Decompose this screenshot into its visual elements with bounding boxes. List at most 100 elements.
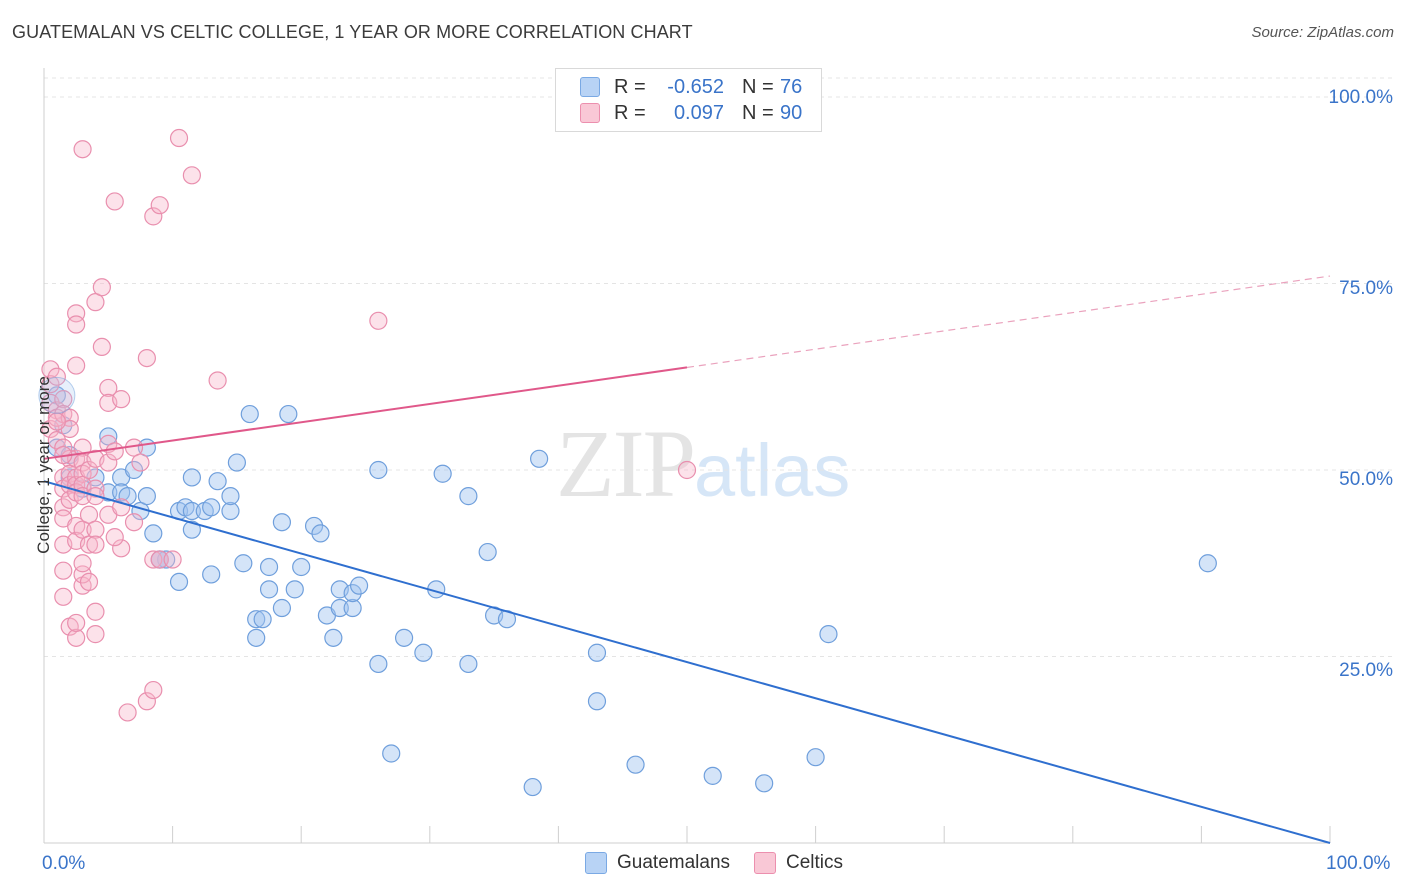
- guatemalan-point: [247, 610, 266, 629]
- celtic-trend-line: [43, 366, 688, 460]
- guatemalan-point: [240, 404, 259, 424]
- guatemalan-point: [182, 501, 201, 521]
- celtic-trend-line-extension: [686, 275, 1331, 369]
- guatemalan-point: [626, 755, 645, 774]
- guatemalan-point: [272, 598, 292, 618]
- celtic-point: [67, 628, 86, 647]
- guatemalan-point: [304, 516, 324, 536]
- x-min-label: 0.0%: [42, 853, 86, 874]
- guatemalan-point: [182, 468, 201, 487]
- series-legend: Guatemalans Celtics: [585, 852, 867, 874]
- guatemalan-point: [221, 487, 240, 506]
- celtic-point: [92, 278, 111, 297]
- celtic-point: [79, 572, 99, 592]
- series-label-celtics: Celtics: [786, 852, 844, 873]
- celtic-point: [67, 613, 86, 633]
- celtic-point: [208, 371, 227, 390]
- x-max-label: 100.0%: [1326, 853, 1391, 874]
- source-credit: Source: ZipAtlas.com: [1251, 24, 1394, 41]
- y-tick-label-75: 75.0%: [1339, 278, 1393, 299]
- celtic-point: [369, 311, 388, 330]
- y-tick-label-50: 50.0%: [1339, 469, 1393, 490]
- guatemalan-point: [324, 628, 343, 647]
- guatemalan-point: [819, 625, 838, 644]
- celtic-point: [137, 692, 156, 711]
- guatemalan-point: [311, 524, 330, 543]
- guatemalan-point: [253, 610, 272, 629]
- guatemalan-point: [755, 774, 774, 793]
- guatemalan-point: [587, 643, 607, 662]
- celtic-point: [92, 337, 111, 357]
- celtic-point: [41, 375, 60, 394]
- guatemalan-point: [285, 580, 304, 599]
- legend-swatch-celtics: [580, 103, 600, 123]
- watermark-zip: ZIP: [556, 410, 696, 517]
- series-legend-celtics[interactable]: Celtics: [754, 852, 843, 874]
- celtic-point: [99, 378, 118, 398]
- series-swatch-guatemalans: [585, 852, 607, 874]
- celtic-point: [67, 315, 86, 334]
- guatemalan-point: [259, 557, 279, 577]
- series-label-guatemalans: Guatemalans: [617, 852, 731, 873]
- guatemalan-cluster-point: [38, 376, 76, 414]
- celtic-point: [112, 390, 131, 409]
- legend-row-celtics: R = 0.097 N = 90: [580, 101, 802, 125]
- celtic-point: [73, 140, 92, 159]
- celtic-point: [131, 453, 150, 472]
- celtic-point: [73, 554, 92, 573]
- celtic-point: [99, 453, 118, 472]
- guatemalan-point: [703, 766, 722, 785]
- celtic-point: [124, 513, 144, 532]
- guatemalan-point: [1198, 554, 1217, 573]
- legend-n-value: 76: [780, 75, 803, 98]
- celtic-point: [677, 460, 697, 480]
- legend-n-label: N =: [742, 75, 774, 98]
- guatemalan-point: [478, 542, 497, 562]
- celtic-point: [41, 419, 60, 439]
- guatemalan-point: [182, 520, 201, 539]
- celtic-point: [137, 349, 156, 368]
- series-legend-guatemalans[interactable]: Guatemalans: [585, 852, 730, 874]
- celtic-point: [105, 192, 124, 211]
- celtic-point: [54, 561, 73, 580]
- guatemalan-point: [202, 565, 221, 584]
- guatemalan-point: [343, 583, 362, 603]
- celtic-point: [144, 207, 163, 226]
- guatemalan-point: [259, 580, 279, 599]
- legend-swatch-guatemalans: [580, 77, 600, 97]
- guatemalan-point: [202, 498, 221, 517]
- guatemalan-point: [394, 628, 414, 647]
- guatemalan-point: [369, 460, 388, 480]
- guatemalan-point: [292, 557, 311, 577]
- correlation-legend: R = -0.652 N = 76 R = 0.097 N = 90: [555, 68, 822, 132]
- celtic-point: [182, 166, 201, 185]
- celtic-point: [112, 498, 131, 517]
- legend-n-value: 90: [780, 101, 803, 124]
- guatemalan-point: [587, 692, 607, 711]
- celtic-point: [67, 356, 86, 375]
- guatemalan-point: [272, 513, 292, 532]
- guatemalan-point: [144, 524, 163, 543]
- guatemalan-point: [806, 748, 825, 767]
- legend-r-value: -0.652: [667, 75, 724, 98]
- guatemalan-point: [124, 460, 144, 480]
- guatemalan-point: [169, 572, 189, 592]
- guatemalan-point: [459, 654, 478, 674]
- celtic-point: [105, 442, 124, 461]
- celtic-point: [144, 550, 163, 569]
- watermark: ZIPatlas: [556, 408, 850, 519]
- guatemalan-point: [369, 654, 388, 674]
- guatemalan-point: [279, 404, 298, 424]
- celtic-point: [86, 602, 105, 621]
- chart-title: GUATEMALAN VS CELTIC COLLEGE, 1 YEAR OR …: [12, 22, 693, 42]
- guatemalan-point: [137, 487, 156, 506]
- celtic-point: [86, 625, 105, 644]
- guatemalan-point: [414, 643, 433, 662]
- guatemalan-point: [343, 598, 362, 618]
- celtic-point: [47, 367, 66, 386]
- celtic-point: [144, 680, 163, 700]
- legend-n-label: N =: [742, 101, 774, 124]
- celtic-point: [112, 539, 131, 558]
- celtic-point: [54, 390, 73, 409]
